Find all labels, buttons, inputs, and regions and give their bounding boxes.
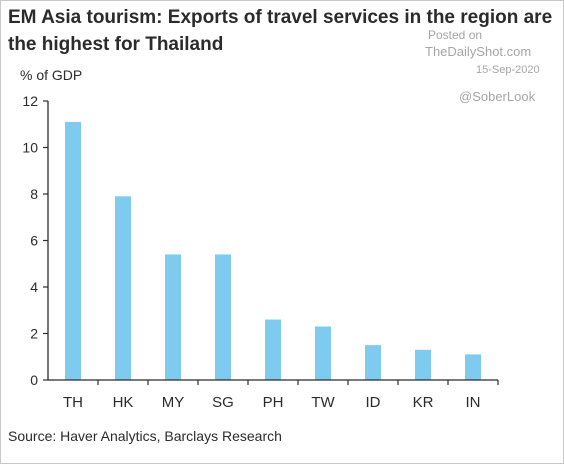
watermark-site: TheDailyShot.com bbox=[425, 44, 532, 59]
y-tick-label: 6 bbox=[30, 233, 38, 249]
y-tick-label: 0 bbox=[30, 372, 38, 388]
x-axis-tick-labels: TH HK MY SG PH TW ID KR IN bbox=[63, 380, 499, 411]
y-tick-label: 2 bbox=[30, 326, 38, 342]
watermark-posted: Posted on bbox=[428, 28, 483, 42]
x-tick-label: TW bbox=[311, 394, 335, 411]
bar-my bbox=[165, 254, 181, 380]
bar-hk bbox=[115, 196, 131, 380]
source-note: Source: Haver Analytics, Barclays Resear… bbox=[8, 428, 282, 444]
x-tick-label: MY bbox=[162, 394, 185, 411]
bar-kr bbox=[415, 349, 431, 380]
x-tick-label: IN bbox=[466, 394, 481, 411]
y-axis-label: % of GDP bbox=[20, 67, 83, 83]
watermark-handle: @SoberLook bbox=[459, 89, 536, 104]
y-axis-ticks: 0 2 4 6 8 10 12 bbox=[22, 93, 48, 388]
bars bbox=[65, 121, 481, 381]
y-tick-label: 8 bbox=[30, 186, 38, 202]
bar-sg bbox=[215, 254, 231, 380]
bar-ph bbox=[265, 319, 281, 380]
chart-title-line-2: the highest for Thailand bbox=[8, 34, 224, 55]
bar-tw bbox=[315, 326, 331, 380]
chart-title: EM Asia tourism: Exports of travel servi… bbox=[8, 4, 553, 58]
watermark-date: 15-Sep-2020 bbox=[476, 64, 540, 76]
y-tick-label: 10 bbox=[22, 140, 38, 156]
x-tick-label: PH bbox=[263, 394, 284, 411]
x-tick-label: TH bbox=[63, 394, 83, 411]
x-tick-label: ID bbox=[366, 394, 381, 411]
y-tick-label: 4 bbox=[30, 279, 38, 295]
chart-title-line-1: EM Asia tourism: Exports of travel servi… bbox=[8, 7, 553, 28]
x-tick-label: KR bbox=[413, 394, 434, 411]
x-tick-label: HK bbox=[113, 394, 134, 411]
bar-th bbox=[65, 121, 81, 381]
y-tick-label: 12 bbox=[22, 93, 38, 109]
bar-id bbox=[365, 345, 381, 380]
bar-in bbox=[465, 354, 481, 380]
x-tick-label: SG bbox=[212, 394, 234, 411]
